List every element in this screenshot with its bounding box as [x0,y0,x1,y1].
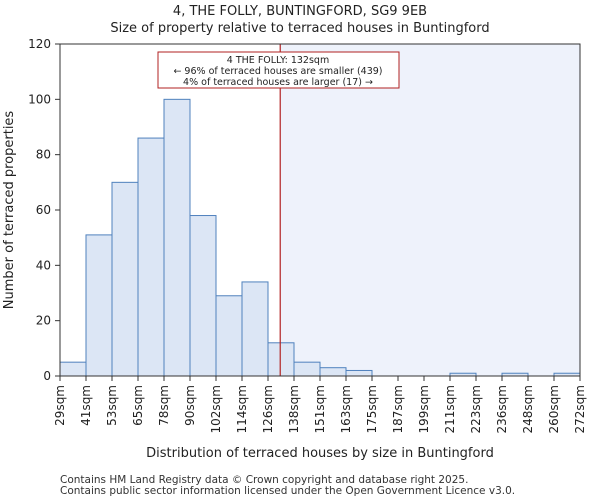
x-tick-label: 53sqm [105,385,119,426]
plot-frame [59,43,581,377]
x-tick-label: 114sqm [235,385,249,433]
highlight-region [280,44,580,376]
bar-126sqm [267,342,295,377]
footer-copyright: Contains HM Land Registry data © Crown c… [60,474,469,486]
x-tick-label: 78sqm [157,385,171,426]
x-tick-label: 41sqm [79,385,93,426]
bar-163sqm [345,369,373,377]
y-tick-label: 0 [43,369,51,383]
footer-licence: Contains public sector information licen… [60,485,516,497]
x-axis-label: Distribution of terraced houses by size … [146,446,494,461]
bar-41sqm [85,234,113,377]
bar-65sqm [137,137,165,377]
bar-78sqm [163,98,191,377]
bar-114sqm [241,281,269,377]
histogram-chart: 0 20 40 60 80 100 120 29sqm 41sqm 53sqm 65sqm 78sq… [2,37,587,461]
x-tick-label: 223sqm [469,385,483,433]
y-tick-label: 40 [36,258,51,272]
bar-53sqm [111,181,139,377]
bar-151sqm [319,367,347,377]
y-tick-label: 100 [28,92,51,106]
x-tick-label: 102sqm [209,385,223,433]
y-tick-label: 60 [36,203,51,217]
x-tick-label: 211sqm [443,385,457,433]
x-tick-label: 272sqm [573,385,587,433]
chart-title: 4, THE FOLLY, BUNTINGFORD, SG9 9EB [172,4,428,19]
x-axis: 29sqm 41sqm 53sqm 65sqm 78sqm 90sqm 102sqm 114s… [53,376,587,433]
x-tick-label: 29sqm [53,385,67,426]
y-tick-label: 80 [36,148,51,162]
x-tick-label: 163sqm [339,385,353,433]
x-tick-label: 151sqm [313,385,327,433]
bar-102sqm [215,295,243,377]
x-tick-label: 236sqm [495,385,509,433]
chart-subtitle: Size of property relative to terraced ho… [110,21,490,36]
annotation-box [157,51,400,89]
y-tick-label: 120 [28,37,51,51]
y-axis: 0 20 40 60 80 100 120 [28,37,60,383]
x-tick-label: 126sqm [261,385,275,433]
bars-group [59,98,581,377]
y-tick-label: 20 [36,314,51,328]
x-tick-label: 199sqm [417,385,431,433]
x-tick-label: 187sqm [391,385,405,433]
annotation-line-2: ← 96% of terraced houses are smaller (43… [173,66,382,77]
x-tick-label: 138sqm [287,385,301,433]
x-tick-label: 260sqm [547,385,561,433]
bar-90sqm [189,215,217,377]
bar-29sqm [59,361,87,377]
annotation-line-3: 4% of terraced houses are larger (17) → [183,77,373,88]
y-axis-label: Number of terraced properties [2,111,17,310]
bar-138sqm [293,361,321,377]
x-tick-label: 65sqm [131,385,145,426]
x-tick-label: 248sqm [521,385,535,433]
x-tick-label: 175sqm [365,385,379,433]
annotation-line-1: 4 THE FOLLY: 132sqm [227,55,329,66]
x-tick-label: 90sqm [183,385,197,426]
